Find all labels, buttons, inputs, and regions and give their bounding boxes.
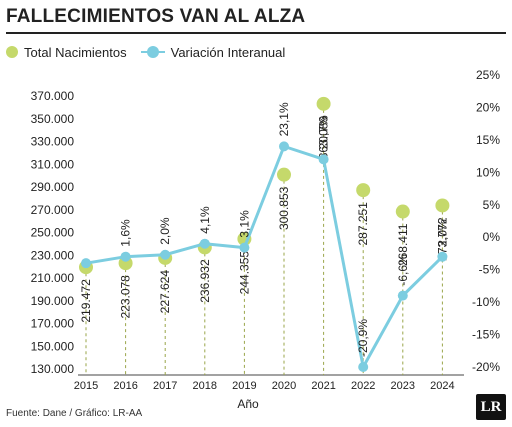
left-axis-tick-label: 290.000 bbox=[31, 180, 75, 194]
lr-logo: LR bbox=[476, 394, 506, 420]
variation-line bbox=[85, 144, 444, 369]
variation-value-label: 23,1% bbox=[277, 102, 291, 136]
variation-value-label: 2,0% bbox=[435, 219, 449, 247]
legend-item-births: Total Nacimientos bbox=[6, 45, 127, 60]
left-axis-tick-label: 350.000 bbox=[31, 112, 75, 126]
legend-line-icon bbox=[140, 46, 165, 58]
right-axis-tick-label: 15% bbox=[476, 133, 500, 147]
variation-point bbox=[279, 141, 289, 152]
chart-title: FALLECIMIENTOS VAN AL ALZA bbox=[6, 6, 306, 27]
variation-point bbox=[160, 249, 171, 260]
births-value-label: 268.411 bbox=[396, 223, 410, 266]
births-value-label: 287.251 bbox=[356, 202, 370, 246]
variation-value-label: 3,1% bbox=[237, 210, 251, 238]
variation-point bbox=[81, 258, 91, 269]
births-value-label: 236.932 bbox=[198, 259, 212, 303]
births-point bbox=[435, 198, 450, 213]
variation-value-label: 20,7% bbox=[317, 115, 331, 149]
x-axis-tick-label: 2015 bbox=[74, 380, 98, 392]
x-axis-title: Año bbox=[237, 397, 259, 411]
left-axis-tick-label: 190.000 bbox=[31, 294, 75, 308]
right-axis-tick-label: 20% bbox=[476, 100, 500, 114]
legend-label-births: Total Nacimientos bbox=[24, 44, 127, 60]
left-axis-tick-label: 270.000 bbox=[31, 203, 75, 217]
variation-value-label: 2,0% bbox=[158, 217, 172, 245]
left-axis-tick-label: 150.000 bbox=[31, 339, 75, 353]
variation-value-label: -6,6% bbox=[396, 254, 410, 286]
births-value-label: 244.355 bbox=[237, 251, 251, 295]
left-axis-tick-label: 210.000 bbox=[31, 271, 75, 285]
variation-point bbox=[239, 242, 250, 253]
x-axis-tick-label: 2020 bbox=[272, 380, 296, 392]
right-axis-tick-label: 25% bbox=[476, 68, 500, 82]
right-axis-tick-label: -20% bbox=[472, 360, 500, 374]
left-axis-tick-label: 310.000 bbox=[31, 157, 75, 171]
births-point bbox=[356, 183, 371, 198]
variation-value-label: 1,6% bbox=[119, 219, 133, 247]
births-point bbox=[277, 167, 291, 182]
births-value-label: 219.472 bbox=[79, 279, 93, 323]
variation-point bbox=[358, 362, 369, 372]
right-axis-tick-label: 0% bbox=[483, 230, 501, 244]
x-axis-tick-label: 2024 bbox=[430, 380, 454, 392]
right-axis-tick-label: 10% bbox=[476, 165, 500, 179]
x-axis-tick-label: 2019 bbox=[232, 380, 256, 392]
x-axis-tick-label: 2016 bbox=[113, 380, 137, 392]
x-axis-tick-label: 2017 bbox=[153, 380, 177, 392]
left-axis-tick-label: 330.000 bbox=[31, 135, 75, 149]
left-axis-tick-label: 170.000 bbox=[31, 317, 75, 331]
variation-value-label: -20,9% bbox=[356, 319, 370, 357]
x-axis-tick-label: 2022 bbox=[351, 380, 375, 392]
x-axis-tick-label: 2023 bbox=[391, 380, 415, 392]
births-value-label: 273.772 bbox=[435, 217, 449, 261]
x-axis-tick-label: 2021 bbox=[311, 380, 335, 392]
births-value-label: 300.853 bbox=[277, 186, 291, 230]
variation-point bbox=[318, 154, 329, 165]
births-point bbox=[395, 204, 410, 219]
left-axis-tick-label: 250.000 bbox=[31, 226, 75, 240]
legend: Total Nacimientos Variación Interanual bbox=[6, 42, 299, 62]
births-value-label: 227.624 bbox=[158, 270, 172, 314]
x-axis-tick-label: 2018 bbox=[193, 380, 217, 392]
source-footer: Fuente: Dane / Gráfico: LR-AA bbox=[6, 408, 143, 419]
births-value-label: 363.089 bbox=[317, 116, 331, 160]
right-axis-tick-label: -5% bbox=[479, 263, 501, 277]
variation-value-label: 4,1% bbox=[198, 206, 212, 234]
right-axis-tick-label: 5% bbox=[483, 198, 501, 212]
births-value-label: 223.078 bbox=[119, 275, 133, 319]
right-axis-tick-label: -15% bbox=[472, 328, 500, 342]
variation-point bbox=[437, 251, 448, 262]
legend-label-variation: Variación Interanual bbox=[170, 44, 286, 60]
variation-point bbox=[199, 238, 210, 249]
births-point bbox=[316, 96, 331, 111]
legend-item-variation: Variación Interanual bbox=[140, 44, 286, 60]
variation-point bbox=[397, 290, 408, 301]
legend-dot-icon bbox=[6, 46, 18, 58]
right-axis-tick-label: -10% bbox=[472, 295, 500, 309]
left-axis-tick-label: 230.000 bbox=[31, 248, 75, 262]
left-axis-tick-label: 130.000 bbox=[31, 362, 75, 376]
left-axis-tick-label: 370.000 bbox=[31, 89, 75, 103]
variation-point bbox=[120, 251, 131, 262]
title-divider bbox=[6, 32, 506, 34]
